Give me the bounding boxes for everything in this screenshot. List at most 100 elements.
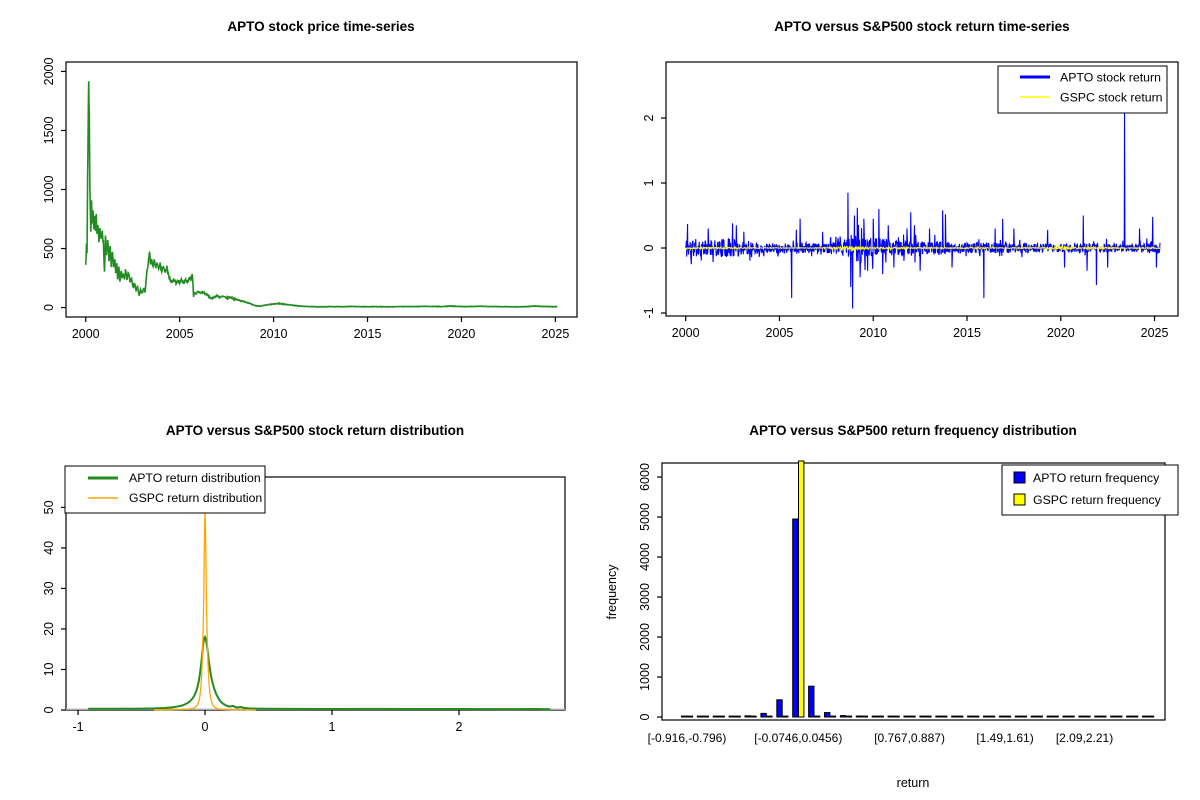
apto-bar bbox=[744, 715, 751, 718]
apto-density-legend-label: APTO return distribution bbox=[129, 471, 261, 485]
gspc-bar bbox=[686, 715, 694, 718]
x-axis: 2000 2005 2010 2015 2020 2025 bbox=[672, 316, 1169, 340]
svg-text:2000: 2000 bbox=[72, 327, 100, 341]
svg-text:5000: 5000 bbox=[638, 503, 652, 531]
apto-bar bbox=[1046, 715, 1054, 718]
apto-density-curve bbox=[88, 634, 551, 711]
svg-text:3000: 3000 bbox=[638, 583, 652, 611]
gspc-bar bbox=[798, 460, 805, 718]
svg-text:0: 0 bbox=[42, 304, 56, 311]
density-legend: APTO return distribution GSPC return dis… bbox=[64, 465, 266, 514]
svg-text:2005: 2005 bbox=[166, 327, 194, 341]
svg-text:2: 2 bbox=[456, 720, 463, 734]
svg-text:0: 0 bbox=[642, 244, 656, 251]
gspc-bar bbox=[750, 715, 757, 718]
legend-box bbox=[997, 65, 1168, 114]
apto-bar bbox=[935, 715, 942, 718]
gspc-bar bbox=[1100, 715, 1107, 718]
plot-box bbox=[65, 476, 566, 711]
apto-bar bbox=[808, 685, 815, 718]
y-axis: 0 500 1000 1500 2000 bbox=[42, 57, 66, 311]
apto-frequency-swatch bbox=[1013, 471, 1026, 484]
gspc-bar bbox=[718, 715, 725, 718]
histogram-legend: APTO return frequency GSPC return freque… bbox=[1001, 464, 1179, 516]
histogram-x-axis-label: return bbox=[897, 776, 930, 790]
gspc-bar bbox=[1147, 715, 1155, 718]
apto-return-series bbox=[685, 113, 1161, 309]
gspc-bar bbox=[1020, 715, 1028, 718]
gspc-bar bbox=[988, 715, 996, 718]
histogram-y-axis-label: frequency bbox=[605, 564, 619, 620]
svg-text:40: 40 bbox=[42, 541, 56, 555]
histogram-chart: 0 1000 2000 3000 4000 5000 6000 [-0.916,-0.796)… bbox=[605, 423, 1179, 790]
apto-bar bbox=[855, 715, 863, 718]
y-axis: -1 0 1 2 bbox=[642, 115, 666, 319]
gspc-bar bbox=[1004, 715, 1012, 718]
apto-bar bbox=[1142, 715, 1149, 718]
gspc-bar bbox=[877, 715, 884, 718]
svg-text:[-0.916,-0.796): [-0.916,-0.796) bbox=[648, 731, 727, 745]
svg-text:2010: 2010 bbox=[260, 327, 288, 341]
svg-text:1500: 1500 bbox=[42, 117, 56, 145]
apto-bar bbox=[696, 715, 704, 718]
plot-box bbox=[661, 462, 1166, 721]
gspc-bar bbox=[845, 715, 853, 718]
apto-bar bbox=[824, 712, 831, 718]
apto-bar bbox=[776, 699, 783, 718]
apto-bar bbox=[983, 715, 990, 718]
svg-text:1: 1 bbox=[329, 720, 336, 734]
apto-bar bbox=[728, 715, 736, 718]
svg-text:50: 50 bbox=[42, 500, 56, 514]
apto-bar bbox=[792, 518, 799, 718]
apto-bar bbox=[967, 715, 974, 718]
apto-bar bbox=[951, 715, 958, 718]
svg-text:0: 0 bbox=[42, 706, 56, 713]
x-axis: 2000 2005 2010 2015 2020 2025 bbox=[72, 317, 569, 341]
gspc-frequency-swatch bbox=[1013, 493, 1026, 506]
gspc-bar bbox=[1116, 715, 1123, 718]
svg-text:[0.767,0.887): [0.767,0.887) bbox=[874, 731, 945, 745]
svg-text:2000: 2000 bbox=[672, 326, 700, 340]
svg-text:2025: 2025 bbox=[541, 327, 569, 341]
gspc-bar bbox=[766, 715, 773, 718]
svg-text:500: 500 bbox=[42, 238, 56, 259]
y-axis: 0 10 20 30 40 50 bbox=[42, 500, 66, 713]
svg-text:2010: 2010 bbox=[859, 326, 887, 340]
gspc-bar bbox=[813, 715, 821, 718]
gspc-bar bbox=[957, 715, 964, 718]
gspc-bar bbox=[972, 715, 980, 718]
svg-text:2: 2 bbox=[642, 115, 656, 122]
gspc-bar bbox=[734, 715, 741, 718]
apto-bar bbox=[712, 715, 720, 718]
histogram-bars bbox=[680, 460, 1155, 718]
svg-text:1: 1 bbox=[642, 179, 656, 186]
price-plot-area: 2000 2005 2010 2015 2020 2025 0 500 1000 1500 2000 bbox=[42, 57, 578, 341]
return-chart: 2000 2005 2010 2015 2020 2025 -1 0 1 2 APTO stock… bbox=[642, 19, 1179, 340]
panel-price-timeseries: 2000 2005 2010 2015 2020 2025 0 500 1000 1500 2000… bbox=[0, 0, 600, 400]
svg-text:6000: 6000 bbox=[638, 463, 652, 491]
apto-bar bbox=[903, 715, 910, 718]
plot-box bbox=[665, 61, 1179, 317]
price-chart-title: APTO stock price time-series bbox=[227, 19, 414, 34]
gspc-bar bbox=[1131, 715, 1139, 718]
svg-text:2015: 2015 bbox=[953, 326, 981, 340]
gspc-bar bbox=[782, 715, 789, 718]
apto-bar bbox=[680, 715, 688, 718]
gspc-bar bbox=[941, 715, 948, 718]
svg-text:2000: 2000 bbox=[638, 623, 652, 651]
gspc-bar bbox=[1052, 715, 1059, 718]
svg-text:[2.09,2.21): [2.09,2.21) bbox=[1056, 731, 1113, 745]
svg-text:-1: -1 bbox=[642, 307, 656, 318]
density-chart-title: APTO versus S&P500 stock return distribu… bbox=[166, 423, 464, 438]
apto-bar bbox=[1030, 715, 1038, 718]
apto-bar bbox=[839, 715, 847, 718]
svg-text:2005: 2005 bbox=[766, 326, 794, 340]
svg-text:10: 10 bbox=[42, 662, 56, 676]
apto-return-legend-label: APTO stock return bbox=[1060, 71, 1161, 85]
svg-text:30: 30 bbox=[42, 581, 56, 595]
apto-price-series bbox=[84, 81, 558, 309]
svg-text:1000: 1000 bbox=[42, 176, 56, 204]
return-chart-title: APTO versus S&P500 stock return time-ser… bbox=[774, 19, 1069, 34]
